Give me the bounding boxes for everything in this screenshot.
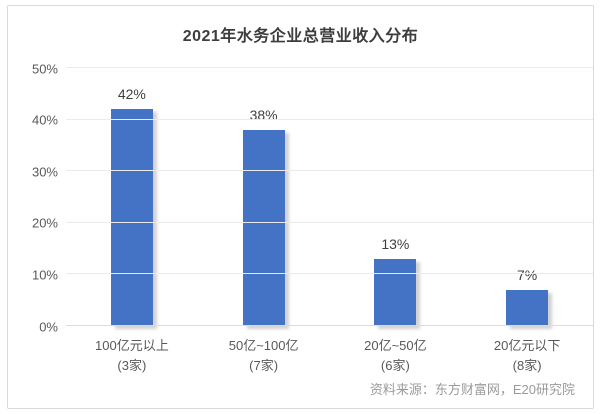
- plot-area: 42% 38% 13% 7%: [66, 67, 593, 326]
- bar-value-label: 42%: [117, 86, 146, 103]
- bar-slot: 38%: [198, 68, 330, 326]
- bars-container: 42% 38% 13% 7%: [66, 68, 593, 326]
- x-axis-baseline: [66, 325, 593, 326]
- y-axis-tick-label: 30%: [31, 164, 58, 180]
- bar-slot: 42%: [66, 68, 198, 326]
- gridline: [66, 118, 593, 120]
- category-count: (7家): [249, 358, 279, 373]
- bar-slot: 7%: [461, 68, 593, 326]
- bar-value-label: 38%: [249, 106, 278, 123]
- gridline: [66, 67, 593, 68]
- bar-value-label: 13%: [381, 235, 410, 252]
- category-name: 100亿元以上: [95, 338, 169, 353]
- bar: [506, 289, 549, 326]
- category-name: 20亿~50亿: [364, 338, 427, 353]
- gridline: [66, 221, 593, 223]
- x-axis-category-label: 100亿元以上 (3家): [66, 336, 198, 376]
- gridline: [66, 273, 593, 275]
- chart-frame: 2021年水务企业总营业收入分布 0% 10% 20% 30% 40% 50% 42% 38…: [7, 5, 594, 409]
- category-count: (3家): [117, 358, 147, 373]
- category-count: (8家): [512, 358, 542, 373]
- bar-value-label: 7%: [517, 266, 538, 283]
- category-name: 50亿~100亿: [228, 338, 299, 353]
- y-axis-tick-label: 50%: [31, 61, 58, 76]
- bar: [374, 258, 417, 326]
- chart-title: 2021年水务企业总营业收入分布: [182, 28, 419, 45]
- bar-slot: 13%: [330, 68, 462, 326]
- bar: [242, 129, 285, 326]
- gridline: [66, 170, 593, 172]
- bar: [110, 109, 153, 326]
- category-count: (6家): [380, 358, 410, 373]
- category-name: 20亿元以下: [493, 338, 561, 353]
- y-axis-tick-label: 10%: [31, 267, 58, 283]
- source-note: 资料来源：东方财富网，E20研究院: [369, 382, 575, 397]
- y-axis: 0% 10% 20% 30% 40% 50%: [18, 61, 58, 334]
- y-axis-tick-label: 20%: [31, 215, 58, 231]
- y-axis-tick-label: 0%: [39, 319, 58, 334]
- x-axis-category-label: 50亿~100亿 (7家): [198, 336, 330, 376]
- x-axis-category-label: 20亿~50亿 (6家): [330, 336, 462, 376]
- x-axis-category-label: 20亿元以下 (8家): [461, 336, 593, 376]
- x-axis-labels: 100亿元以上 (3家) 50亿~100亿 (7家) 20亿~50亿 (6家) 20亿元以下…: [66, 336, 593, 376]
- y-axis-tick-label: 40%: [31, 112, 58, 128]
